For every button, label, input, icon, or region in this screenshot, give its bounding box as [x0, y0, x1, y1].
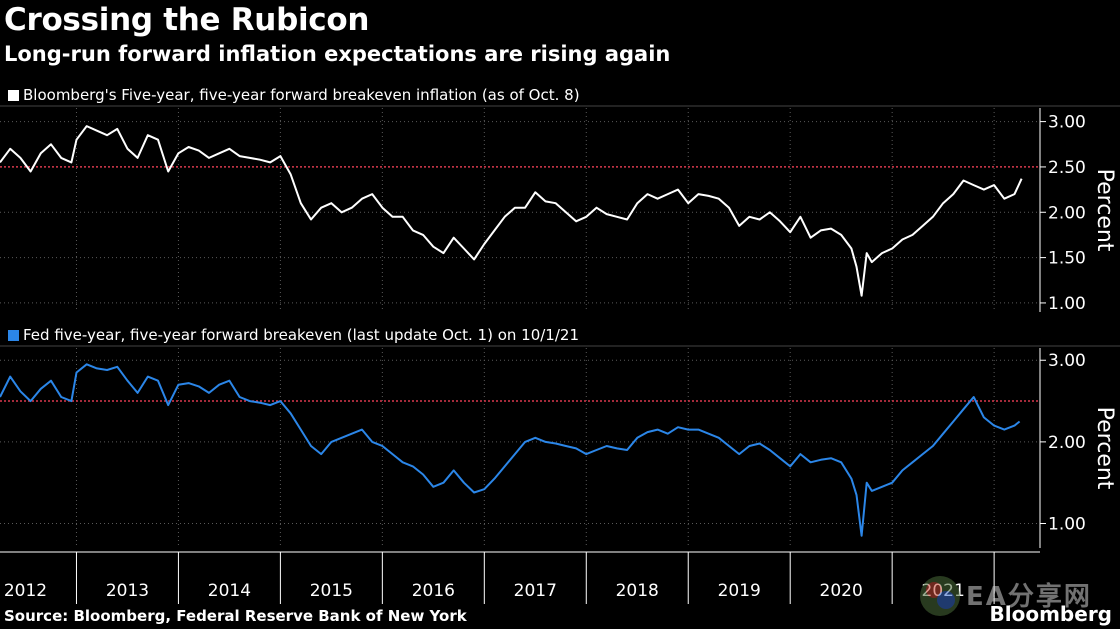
- panel-fed-ylabel: Percent: [1092, 407, 1117, 490]
- panel-bloomberg-series-line: [0, 125, 1023, 297]
- bloomberg-logo: Bloomberg: [989, 602, 1112, 626]
- legend-swatch-blue: [8, 329, 19, 341]
- panel-bloomberg-ytick-label: 1.00: [1048, 294, 1086, 314]
- watermark: EA分享网: [916, 572, 1116, 624]
- watermark-text: EA分享网: [966, 582, 1092, 612]
- watermark-logo-icon: [920, 576, 960, 616]
- x-axis-label: 2016: [412, 581, 455, 601]
- x-axis-label: 2020: [820, 581, 863, 601]
- panel-bloomberg-ytick-label: 2.50: [1048, 158, 1086, 178]
- legend-swatch-white: [8, 89, 19, 101]
- panel-bloomberg-ylabel: Percent: [1092, 169, 1117, 252]
- legend-label-fed: Fed five-year, five-year forward breakev…: [23, 326, 579, 344]
- panel-bloomberg-ytick-label: 1.50: [1048, 249, 1086, 269]
- legend-label-bloomberg: Bloomberg's Five-year, five-year forward…: [23, 86, 580, 104]
- x-axis-label: 2013: [106, 581, 149, 601]
- source-note: Source: Bloomberg, Federal Reserve Bank …: [4, 607, 467, 625]
- x-axis-label: 2018: [616, 581, 659, 601]
- x-axis-label: 2019: [718, 581, 761, 601]
- legend-series-bloomberg: Bloomberg's Five-year, five-year forward…: [8, 86, 580, 104]
- legend-series-fed: Fed five-year, five-year forward breakev…: [8, 326, 579, 344]
- x-axis-label: 2017: [514, 581, 557, 601]
- x-axis-label: 2012: [4, 581, 47, 601]
- chart-subtitle: Long-run forward inflation expectations …: [4, 42, 671, 66]
- panel-bloomberg-ytick-label: 3.00: [1048, 113, 1086, 133]
- panel-fed-ytick-label: 3.00: [1048, 351, 1086, 371]
- x-axis-label: 2014: [208, 581, 251, 601]
- x-axis-label: 2015: [310, 581, 353, 601]
- chart-title: Crossing the Rubicon: [4, 2, 370, 38]
- panel-fed-ytick-label: 2.00: [1048, 433, 1086, 453]
- panel-bloomberg-ytick-label: 2.00: [1048, 203, 1086, 223]
- panel-fed-series-line: [0, 363, 1021, 537]
- panel-fed-ytick-label: 1.00: [1048, 515, 1086, 535]
